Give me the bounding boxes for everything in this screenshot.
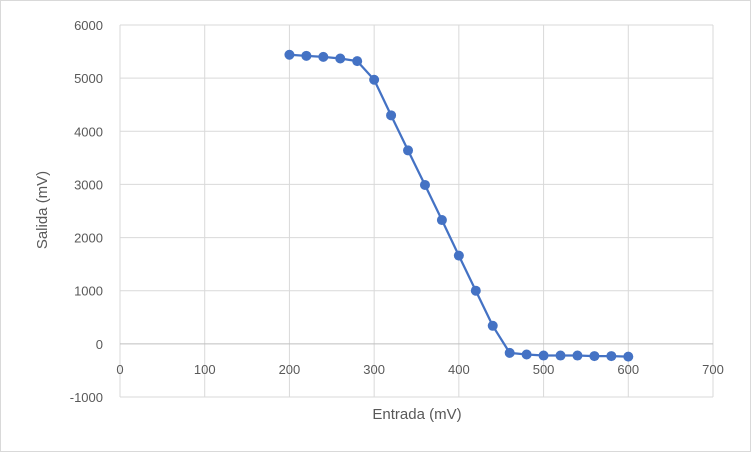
data-point — [369, 74, 380, 85]
grid-lines — [119, 24, 714, 398]
y-tick-label: 1000 — [74, 284, 103, 299]
x-tick-label: 600 — [617, 362, 639, 377]
x-tick-label: 300 — [363, 362, 385, 377]
y-tick-label: -1000 — [70, 390, 103, 405]
data-point — [504, 347, 515, 358]
data-point — [623, 351, 634, 362]
data-point — [606, 351, 617, 362]
data-point — [521, 349, 532, 360]
data-point — [538, 350, 549, 361]
data-point — [386, 110, 397, 121]
data-point — [589, 351, 600, 362]
data-point — [419, 179, 430, 190]
y-axis-title: Salida (mV) — [34, 171, 51, 249]
data-point — [335, 53, 346, 64]
y-tick-label: 5000 — [74, 71, 103, 86]
x-tick-label: 0 — [116, 362, 123, 377]
data-point — [572, 350, 583, 361]
data-point — [352, 56, 363, 67]
data-point — [470, 285, 481, 296]
y-tick-label: 2000 — [74, 231, 103, 246]
x-tick-label: 400 — [448, 362, 470, 377]
data-point — [403, 145, 414, 156]
x-axis-title: Entrada (mV) — [372, 406, 461, 423]
y-tick-label: 0 — [96, 337, 103, 352]
tick-labels: -1000 0 1000 2000 3000 4000 5000 6000 0 100 200 300… — [70, 18, 724, 405]
x-tick-label: 500 — [533, 362, 555, 377]
x-tick-label: 100 — [194, 362, 216, 377]
data-point — [555, 350, 566, 361]
y-tick-label: 4000 — [74, 124, 103, 139]
x-tick-label: 700 — [702, 362, 724, 377]
data-point — [487, 320, 498, 331]
data-point — [453, 250, 464, 261]
data-point — [301, 50, 312, 61]
data-point — [284, 49, 295, 60]
y-tick-label: 3000 — [74, 177, 103, 192]
x-tick-label: 200 — [279, 362, 301, 377]
data-series — [284, 49, 634, 362]
data-point — [318, 51, 329, 62]
y-tick-label: 6000 — [74, 18, 103, 33]
data-point — [436, 215, 447, 226]
